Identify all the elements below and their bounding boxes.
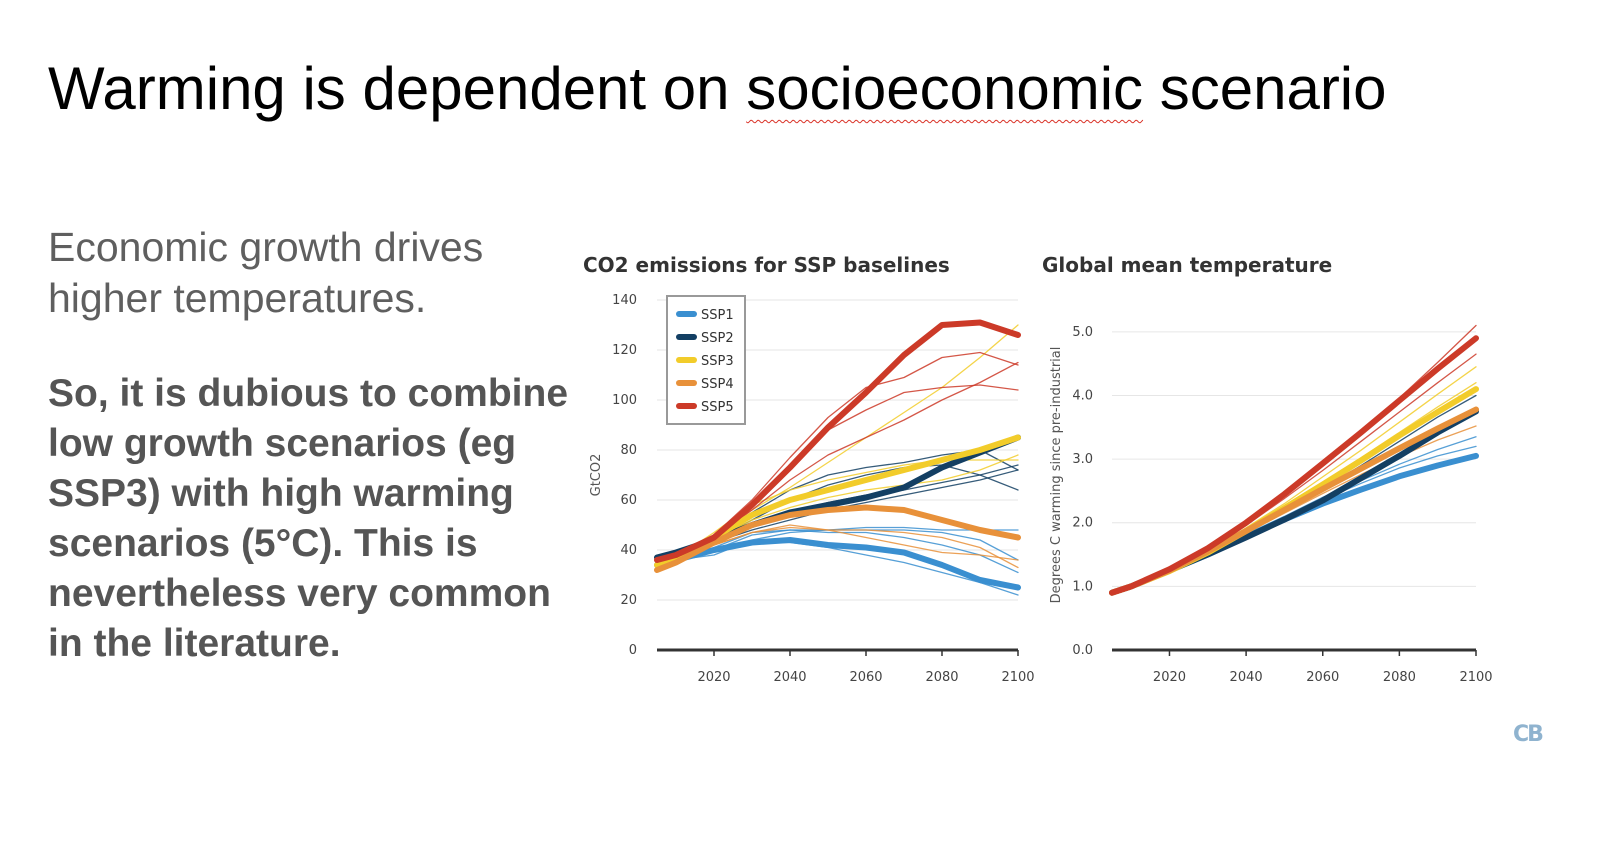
y-tick-label: 60 — [620, 493, 637, 508]
legend-box — [666, 295, 746, 425]
y-tick-label: 120 — [612, 343, 637, 358]
y-tick-label: 100 — [612, 393, 637, 408]
series-line-ssp1 — [654, 537, 1021, 591]
legend-label-ssp4: SSP4 — [701, 377, 734, 392]
title-part-2: scenario — [1143, 55, 1387, 122]
argument-text: So, it is dubious to combine low growth … — [48, 372, 569, 665]
legend-label-ssp2: SSP2 — [701, 331, 734, 346]
legend-label-ssp1: SSP1 — [701, 308, 734, 323]
title-misspelled-word[interactable]: socioeconomic — [746, 55, 1144, 122]
y-tick-label: 40 — [620, 543, 637, 558]
x-tick-label: 2080 — [1383, 670, 1416, 685]
co2-emissions-chart: CO2 emissions for SSP baselinesGtCO20204… — [583, 253, 1035, 685]
y-tick-label: 140 — [612, 293, 637, 308]
x-tick-label: 2100 — [1459, 670, 1492, 685]
legend-label-ssp3: SSP3 — [701, 354, 734, 369]
chart-title: Global mean temperature — [1042, 253, 1332, 277]
title-part-1: Warming is dependent on — [48, 55, 747, 122]
series-line-ssp5 — [654, 319, 1021, 563]
x-tick-label: 2040 — [773, 670, 806, 685]
x-tick-label: 2020 — [1153, 670, 1186, 685]
x-tick-label: 2080 — [925, 670, 958, 685]
y-tick-label: 5.0 — [1072, 325, 1093, 340]
x-tick-label: 2020 — [697, 670, 730, 685]
y-tick-label: 0.0 — [1072, 643, 1093, 658]
x-tick-label: 2040 — [1230, 670, 1263, 685]
y-tick-label: 1.0 — [1072, 579, 1093, 594]
series-line-ssp5-model-b — [1111, 353, 1477, 594]
x-tick-label: 2060 — [849, 670, 882, 685]
y-axis-label: GtCO2 — [589, 454, 604, 497]
series-line-ssp5 — [1109, 335, 1479, 596]
slide-title: Warming is dependent on socioeconomic sc… — [48, 54, 1387, 123]
carbon-brief-logo: CB — [1513, 722, 1544, 747]
x-tick-label: 2100 — [1001, 670, 1034, 685]
series-line-ssp4 — [654, 504, 1021, 573]
x-tick-label: 2060 — [1306, 670, 1339, 685]
y-axis-label: Degrees C warming since pre-industrial — [1049, 347, 1064, 604]
legend-label-ssp5: SSP5 — [701, 400, 734, 415]
y-tick-label: 3.0 — [1072, 452, 1093, 467]
y-tick-label: 4.0 — [1072, 388, 1093, 403]
y-tick-label: 2.0 — [1072, 516, 1093, 531]
y-tick-label: 20 — [620, 593, 637, 608]
chart-title: CO2 emissions for SSP baselines — [583, 253, 950, 277]
series-line-ssp3-model-a — [1111, 366, 1477, 594]
y-tick-label: 0 — [629, 643, 637, 658]
global-temperature-chart: Global mean temperature Degrees C warming… — [1042, 253, 1493, 685]
intro-text: Economic growth drives higher temperatur… — [48, 224, 484, 321]
y-tick-label: 80 — [620, 443, 637, 458]
